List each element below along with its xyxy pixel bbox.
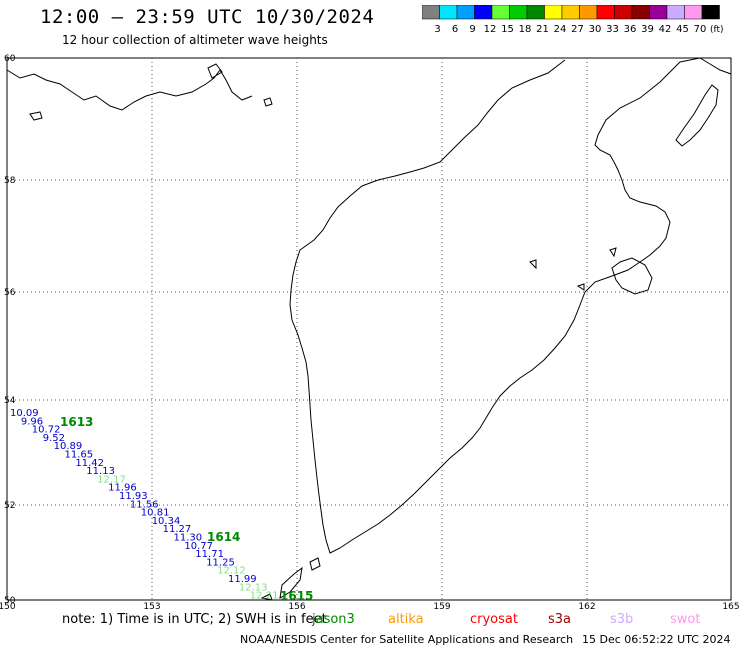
swh-value: 12.21 (250, 591, 279, 602)
credit-line: NOAA/NESDIS Center for Satellite Applica… (240, 633, 574, 646)
legend-label: 24 (554, 24, 567, 35)
legend-label: 42 (659, 24, 672, 35)
coastline-islet-1 (260, 593, 273, 601)
lat-tick-label: 50 (4, 596, 16, 606)
legend-label: 27 (571, 24, 584, 35)
legend-label: 3 (434, 24, 440, 35)
swh-value: 11.27 (163, 524, 192, 535)
track-time-label: 1614 (207, 530, 240, 544)
lat-tick-label: 52 (4, 501, 15, 511)
swh-value: 10.34 (152, 516, 181, 527)
satellite-label-s3a: s3a (548, 612, 572, 627)
swh-value: 11.56 (130, 499, 159, 510)
coastline-karaginsky (675, 84, 719, 147)
coastline-islet-2 (529, 259, 537, 270)
track-time-label: 1615 (280, 589, 313, 603)
lat-tick-label: 54 (4, 396, 16, 406)
swh-value: 11.30 (174, 533, 203, 544)
lon-tick-label: 165 (722, 602, 739, 612)
swh-value: 12.17 (97, 474, 126, 485)
legend-label: 21 (536, 24, 549, 35)
lon-tick-label: 159 (433, 602, 450, 612)
lat-tick-label: 58 (4, 176, 16, 186)
swh-value: 10.72 (32, 425, 61, 436)
swh-value: 12.13 (239, 582, 268, 593)
legend-label: 33 (606, 24, 619, 35)
swh-value: 11.65 (65, 450, 94, 461)
map-title: 12:00 — 23:59 UTC 10/30/2024 (40, 6, 375, 28)
satellite-label-s3b: s3b (610, 612, 634, 627)
wave-height-map: 150 153 156 159 162 165 60 58 56 54 52 50 10.099.96… (0, 54, 740, 612)
legend-label: 18 (519, 24, 532, 35)
swh-value: 10.09 (10, 408, 39, 419)
swh-value: 11.71 (195, 549, 224, 560)
graticule (7, 58, 731, 600)
swh-value: 11.42 (75, 458, 104, 469)
lon-tick-label: 153 (143, 602, 160, 612)
timestamp: 15 Dec 06:52:22 UTC 2024 (582, 633, 731, 646)
legend-label: 9 (469, 24, 475, 35)
legend-swatch (701, 5, 720, 20)
map-subtitle: 12 hour collection of altimeter wave hei… (62, 33, 328, 47)
legend-label: 36 (624, 24, 637, 35)
swh-value: 11.96 (108, 483, 137, 494)
legend-label: 6 (452, 24, 458, 35)
satellite-label-jason3: jason3 (312, 612, 355, 627)
lon-tick-label: 156 (288, 602, 305, 612)
coastline-shumshu (309, 557, 321, 571)
coastline-islet-3 (576, 283, 585, 291)
lon-tick-label: 150 (0, 602, 16, 612)
legend-label: 39 (641, 24, 654, 35)
swh-value: 9.52 (43, 433, 65, 444)
satellite-label-cryosat: cryosat (470, 612, 518, 627)
swh-value: 11.99 (228, 574, 257, 585)
coastline-bay-loop (207, 63, 223, 79)
swh-value: 10.77 (184, 541, 213, 552)
satellite-label-swot: swot (670, 612, 701, 627)
coastline (6, 57, 732, 601)
swh-value: 11.93 (119, 491, 148, 502)
lat-tick-label: 60 (4, 54, 16, 64)
coastline-shelikhov (263, 97, 273, 107)
coastline-kamchatka (289, 57, 732, 554)
legend-unit: (ft) (710, 25, 724, 35)
swh-value: 11.13 (86, 466, 115, 477)
coastline-paramushir (279, 566, 303, 599)
coastline-magadan (6, 69, 253, 111)
altimeter-track: 10.099.9610.729.5210.8911.6511.4211.1312… (10, 408, 313, 603)
legend-label: 30 (589, 24, 602, 35)
legend-label: 45 (676, 24, 689, 35)
coastline-islet-4 (609, 247, 617, 258)
coastline-small-island (29, 111, 43, 121)
legend-label: 70 (694, 24, 707, 35)
swh-value: 10.81 (141, 508, 170, 519)
wave-height-legend: 3 6 9 12 15 18 21 24 27 30 33 36 39 42 45 70 (ft) (422, 5, 724, 35)
satellite-label-altika: altika (388, 612, 424, 627)
axis-tick-labels: 150 153 156 159 162 165 60 58 56 54 52 50 (0, 54, 740, 612)
swh-value: 11.25 (206, 557, 235, 568)
track-time-label: 1613 (60, 415, 93, 429)
footer-note: note: 1) Time is in UTC; 2) SWH is in fe… (62, 612, 327, 627)
coastline-kronotsky (611, 257, 653, 295)
swh-value: 9.96 (21, 416, 43, 427)
lat-tick-label: 56 (4, 288, 16, 298)
plot-frame (6, 57, 732, 601)
swh-value: 12.12 (217, 566, 246, 577)
legend-label: 12 (484, 24, 497, 35)
lon-tick-label: 162 (578, 602, 595, 612)
legend-label: 15 (501, 24, 514, 35)
swh-value: 10.89 (54, 441, 83, 452)
